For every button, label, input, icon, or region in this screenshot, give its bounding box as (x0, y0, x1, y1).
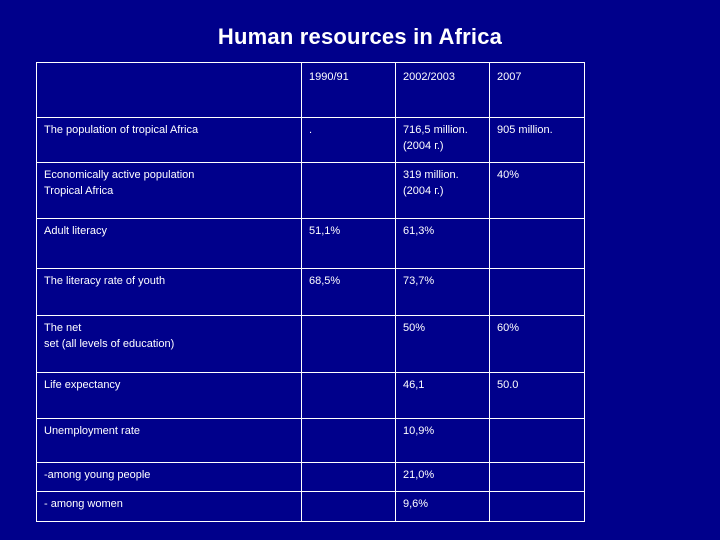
cell-2002: 61,3% (395, 218, 490, 269)
row-label: The population of tropical Africa (36, 117, 302, 163)
header-cell-2002: 2002/2003 (395, 62, 490, 118)
header-cell-1990: 1990/91 (301, 62, 396, 118)
cell-1990: 68,5% (301, 268, 396, 316)
cell-1990 (301, 162, 396, 219)
table-row: - among women 9,6% (36, 491, 585, 522)
table-row: Unemployment rate 10,9% (36, 418, 585, 463)
row-label-unemployment: Unemployment rate (36, 418, 302, 463)
cell-2002: 716,5 million. (2004 г.) (395, 117, 490, 163)
cell-1990 (301, 372, 396, 419)
cell-2007: 60% (489, 315, 585, 373)
cell-2002: 73,7% (395, 268, 490, 316)
table-header-row: 1990/91 2002/2003 2007 (36, 62, 585, 118)
cell-1990 (301, 418, 396, 463)
row-label: Life expectancy (36, 372, 302, 419)
cell-2007 (489, 268, 585, 316)
cell-1990: 51,1% (301, 218, 396, 269)
cell-2002: 10,9% (395, 418, 490, 463)
cell-2007: 905 million. (489, 117, 585, 163)
table-row: -among young people 21,0% (36, 462, 585, 492)
table-row: The literacy rate of youth 68,5% 73,7% (36, 268, 585, 316)
cell-2002: 50% (395, 315, 490, 373)
cell-2007: 40% (489, 162, 585, 219)
table-row: Life expectancy 46,1 50.0 (36, 372, 585, 419)
row-label: The net set (all levels of education) (36, 315, 302, 373)
table-row: The net set (all levels of education) 50… (36, 315, 585, 373)
cell-1990 (301, 491, 396, 522)
cell-2007 (489, 462, 585, 492)
cell-2007: 50.0 (489, 372, 585, 419)
cell-2007 (489, 418, 585, 463)
cell-2002: 9,6% (395, 491, 490, 522)
cell-1990 (301, 462, 396, 492)
cell-2002: 319 million. (2004 г.) (395, 162, 490, 219)
row-label: -among young people (36, 462, 302, 492)
cell-2007 (489, 491, 585, 522)
slide-title: Human resources in Africa (217, 24, 503, 49)
cell-1990: . (301, 117, 396, 163)
cell-2007 (489, 218, 585, 269)
row-label: The literacy rate of youth (36, 268, 302, 316)
table-row: Adult literacy 51,1% 61,3% (36, 218, 585, 269)
header-cell-label (36, 62, 302, 118)
cell-2002: 21,0% (395, 462, 490, 492)
cell-1990 (301, 315, 396, 373)
human-resources-table: 1990/91 2002/2003 2007 The population of… (36, 62, 585, 522)
cell-2002: 46,1 (395, 372, 490, 419)
header-cell-2007: 2007 (489, 62, 585, 118)
row-label: - among women (36, 491, 302, 522)
table-row: The population of tropical Africa . 716,… (36, 117, 585, 163)
row-label: Economically active population Tropical … (36, 162, 302, 219)
row-label: Adult literacy (36, 218, 302, 269)
table-row: Economically active population Tropical … (36, 162, 585, 219)
